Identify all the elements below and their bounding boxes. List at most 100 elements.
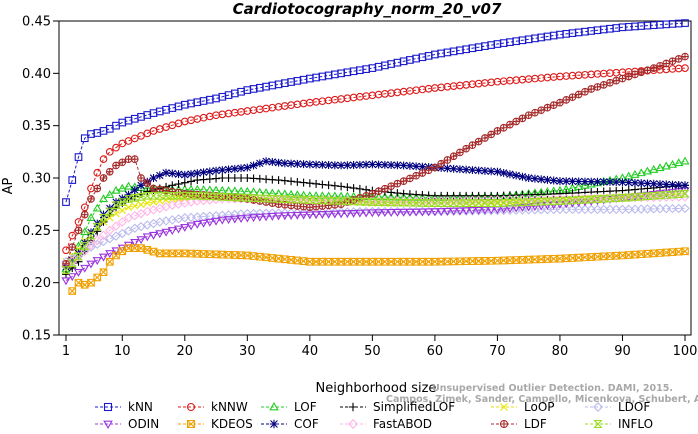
data-point-cof bbox=[418, 162, 427, 171]
data-point-simplifiedlof bbox=[330, 181, 339, 190]
data-point-inflo bbox=[499, 199, 509, 207]
data-point-odin bbox=[280, 212, 290, 221]
data-point-inflo bbox=[261, 194, 271, 203]
data-point-ldf bbox=[468, 141, 477, 149]
series-layer bbox=[61, 19, 690, 295]
data-point-inflo bbox=[555, 197, 565, 205]
data-point-loop bbox=[124, 203, 133, 211]
data-point-knnw bbox=[93, 168, 102, 177]
data-point-ldof bbox=[623, 204, 634, 215]
data-point-ldf bbox=[437, 159, 446, 168]
data-point-cof bbox=[180, 170, 189, 179]
data-point-ldf bbox=[387, 182, 395, 190]
data-point-inflo bbox=[373, 198, 384, 207]
data-point-inflo bbox=[111, 201, 121, 210]
data-point-knn bbox=[105, 124, 114, 133]
data-point-odin bbox=[349, 209, 359, 218]
data-point-inflo bbox=[242, 194, 252, 202]
data-point-cof bbox=[374, 160, 383, 169]
data-point-inflo bbox=[530, 198, 540, 206]
data-point-ldf bbox=[418, 169, 427, 177]
data-point-inflo bbox=[480, 199, 490, 207]
data-point-inflo bbox=[292, 195, 302, 204]
data-point-kdeos bbox=[499, 256, 508, 265]
data-point-simplifiedlof bbox=[343, 183, 352, 192]
data-point-lof bbox=[661, 161, 671, 170]
data-point-fastabod bbox=[617, 193, 628, 203]
data-point-cof bbox=[606, 178, 614, 186]
data-point-odin bbox=[92, 257, 102, 266]
data-point-cof bbox=[443, 164, 452, 173]
data-point-ldf bbox=[637, 68, 646, 77]
data-point-ldf bbox=[305, 203, 314, 212]
legend-label-kdeos: KDEOS bbox=[211, 417, 253, 431]
data-point-odin bbox=[611, 195, 621, 204]
data-point-inflo bbox=[511, 198, 521, 207]
data-point-cof bbox=[337, 161, 346, 170]
data-point-ldf bbox=[412, 171, 420, 180]
data-point-ldof bbox=[636, 204, 646, 214]
data-point-inflo bbox=[592, 195, 603, 203]
data-point-cof bbox=[212, 166, 221, 175]
data-point-inflo bbox=[611, 194, 621, 203]
x-tick-label: 10 bbox=[114, 344, 131, 359]
x-tick-label: 40 bbox=[302, 344, 319, 359]
data-point-lof bbox=[286, 189, 296, 198]
data-point-kdeos bbox=[624, 251, 633, 259]
data-point-inflo bbox=[311, 196, 321, 205]
data-point-cof bbox=[656, 180, 664, 189]
data-point-ldf bbox=[93, 184, 102, 193]
data-point-ldf bbox=[137, 174, 145, 182]
data-point-kdeos bbox=[649, 249, 658, 258]
data-point-ldf bbox=[381, 184, 389, 193]
data-point-kdeos bbox=[668, 248, 677, 256]
data-point-lof bbox=[336, 191, 346, 200]
data-point-odin bbox=[361, 209, 371, 218]
data-point-odin bbox=[98, 253, 109, 262]
data-point-loop bbox=[143, 199, 151, 207]
data-point-kdeos bbox=[524, 255, 533, 264]
data-point-ldf bbox=[574, 90, 583, 99]
data-point-odin bbox=[467, 207, 477, 215]
data-point-simplifiedlof bbox=[305, 179, 314, 188]
series-line-cof bbox=[65, 160, 686, 268]
data-point-inflo bbox=[142, 191, 152, 200]
data-point-odin bbox=[186, 222, 196, 231]
data-point-inflo bbox=[574, 196, 584, 204]
data-point-simplifiedlof bbox=[324, 181, 333, 190]
data-point-odin bbox=[217, 216, 227, 225]
data-point-inflo bbox=[348, 197, 359, 206]
data-point-lof bbox=[274, 188, 284, 197]
data-point-fastabod bbox=[648, 192, 659, 203]
data-point-lof bbox=[386, 192, 396, 201]
data-point-kdeos bbox=[143, 246, 152, 254]
data-point-ldf bbox=[456, 148, 464, 157]
data-point-inflo bbox=[355, 197, 365, 206]
data-point-cof bbox=[631, 178, 639, 187]
data-point-inflo bbox=[599, 194, 609, 203]
data-point-knnw bbox=[118, 139, 127, 148]
data-point-odin bbox=[161, 228, 171, 237]
data-point-ldf bbox=[649, 64, 658, 72]
data-point-simplifiedlof bbox=[393, 189, 402, 198]
data-point-fastabod bbox=[486, 195, 496, 205]
data-point-inflo bbox=[342, 197, 352, 206]
data-point-odin bbox=[205, 218, 215, 227]
data-point-kdeos bbox=[599, 252, 608, 261]
data-point-inflo bbox=[61, 266, 71, 274]
data-point-odin bbox=[236, 215, 246, 224]
data-point-ldf bbox=[562, 96, 571, 104]
data-point-ldof bbox=[605, 204, 615, 215]
data-point-ldf bbox=[606, 78, 614, 87]
data-point-cof bbox=[537, 175, 546, 184]
data-point-inflo bbox=[455, 199, 465, 207]
data-point-odin bbox=[474, 206, 484, 215]
legend-item-loop: LoOP bbox=[491, 400, 555, 414]
data-point-inflo bbox=[280, 195, 290, 203]
data-point-ldof bbox=[661, 203, 671, 214]
data-point-ldf bbox=[543, 103, 552, 112]
data-point-ldof bbox=[586, 204, 596, 215]
data-point-ldof bbox=[655, 204, 665, 214]
data-point-inflo bbox=[186, 191, 196, 200]
data-point-odin bbox=[130, 239, 140, 247]
